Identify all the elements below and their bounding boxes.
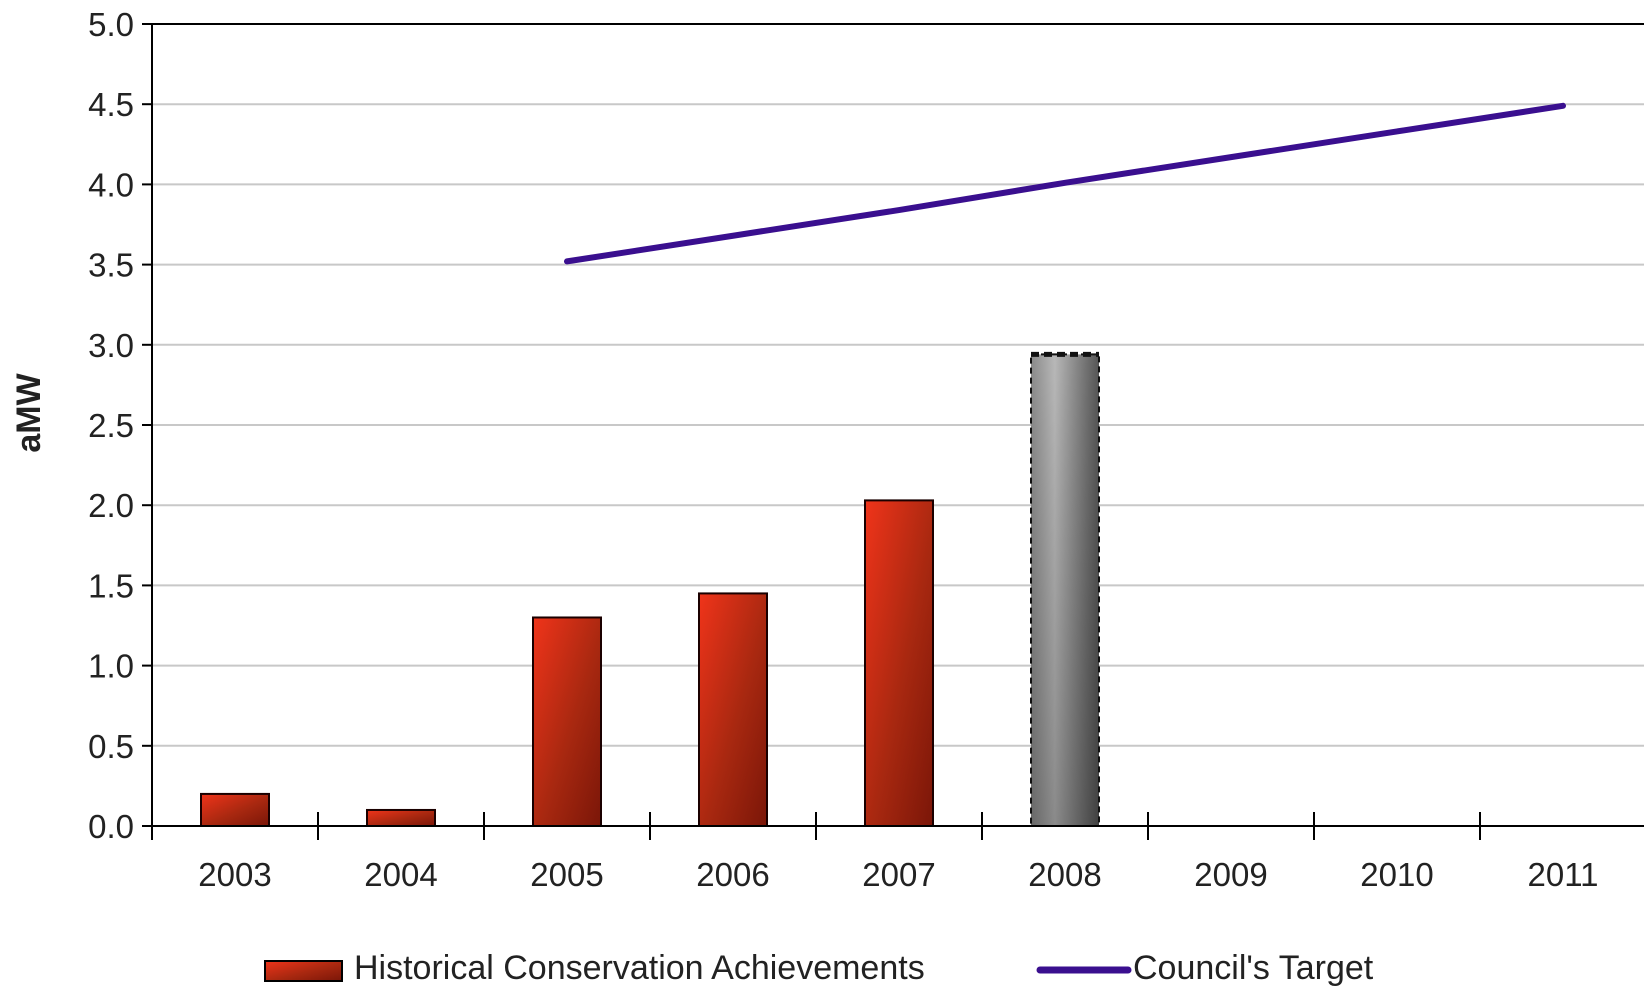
x-tick-label: 2004 bbox=[364, 856, 437, 893]
x-tick-label: 2011 bbox=[1528, 856, 1599, 893]
bar bbox=[200, 792, 270, 827]
y-tick-label: 5.0 bbox=[88, 6, 134, 43]
x-tick-label: 2008 bbox=[1028, 856, 1101, 893]
y-tick-label: 0.0 bbox=[88, 808, 134, 845]
bar bbox=[532, 616, 602, 827]
legend-label-target: Council's Target bbox=[1133, 949, 1374, 986]
tick-labels: 0.0 0.5 1.0 1.5 2.0 2.5 3.0 3.5 4.0 4.5 5.0 2003 200… bbox=[88, 6, 1598, 893]
x-tick-label: 2009 bbox=[1194, 856, 1267, 893]
y-tick-label: 4.0 bbox=[88, 166, 134, 203]
y-tick-label: 3.0 bbox=[88, 327, 134, 364]
bar bbox=[864, 499, 934, 827]
y-tick-label: 1.5 bbox=[88, 567, 134, 604]
legend-swatch-historical bbox=[264, 960, 343, 982]
y-axis-title: aMW bbox=[10, 372, 48, 452]
y-tick-label: 1.0 bbox=[88, 648, 134, 685]
bar bbox=[698, 592, 768, 827]
target-line bbox=[564, 102, 1566, 265]
y-tick-label: 3.5 bbox=[88, 247, 134, 284]
x-tick-label: 2010 bbox=[1360, 856, 1433, 893]
x-tick-label: 2007 bbox=[862, 856, 935, 893]
legend-label-historical: Historical Conservation Achievements bbox=[354, 949, 925, 986]
y-tick-label: 2.0 bbox=[88, 487, 134, 524]
x-tick-label: 2003 bbox=[198, 856, 271, 893]
bar-projected-outline bbox=[1030, 353, 1100, 827]
target-line-path bbox=[564, 102, 1566, 265]
bars bbox=[200, 351, 1100, 828]
axes bbox=[142, 23, 1644, 840]
bar bbox=[366, 808, 436, 828]
legend: Historical Conservation Achievements Cou… bbox=[264, 949, 1374, 987]
y-tick-label: 0.5 bbox=[88, 728, 134, 765]
x-tick-label: 2006 bbox=[696, 856, 769, 893]
y-tick-label: 2.5 bbox=[88, 407, 134, 444]
x-tick-label: 2005 bbox=[530, 856, 603, 893]
y-tick-label: 4.5 bbox=[88, 86, 134, 123]
